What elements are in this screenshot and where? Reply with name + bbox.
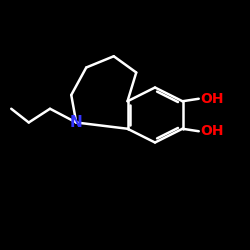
Text: OH: OH xyxy=(200,124,224,138)
Text: N: N xyxy=(70,115,82,130)
Text: OH: OH xyxy=(200,92,224,106)
